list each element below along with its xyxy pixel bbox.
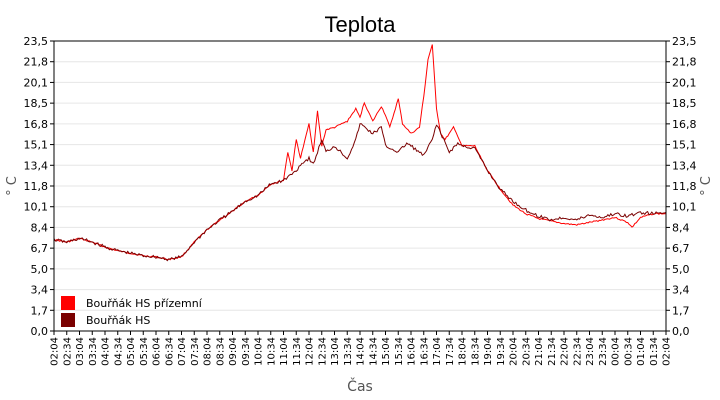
legend: Bouřňák HS přízemní Bouřňák HS — [61, 296, 203, 327]
x-tick-label: 20:04 — [509, 337, 520, 366]
y-axis-right: 0,0 1,7 3,4 5,0 6,7 8,4 10,1 11,8 13,4 15,1 16,8 18… — [666, 35, 697, 338]
x-tick-label: 00:04 — [611, 337, 622, 366]
x-tick-label: 02:04 — [662, 337, 673, 366]
x-tick-label: 22:34 — [572, 337, 583, 366]
x-tick-label: 23:04 — [585, 337, 596, 366]
x-tick-label: 12:34 — [317, 337, 328, 366]
y-tick-label-right: 20,1 — [672, 76, 697, 89]
x-axis: 02:04 02:34 03:04 03:34 04:04 04:34 05:04 05:34… — [50, 331, 673, 366]
y-tick-label-left: 20,1 — [24, 76, 49, 89]
y-tick-label-right: 3,4 — [672, 284, 690, 297]
x-tick-label: 03:34 — [88, 337, 99, 366]
y-tick-label-right: 15,1 — [672, 139, 697, 152]
y-tick-label-left: 5,0 — [31, 263, 49, 276]
x-tick-label: 12:04 — [305, 337, 316, 366]
y-tick-label-left: 18,5 — [24, 97, 49, 110]
x-tick-label: 19:34 — [496, 337, 507, 366]
x-tick-label: 02:34 — [62, 337, 73, 366]
x-tick-label: 22:04 — [560, 337, 571, 366]
y-tick-label-left: 13,4 — [24, 159, 49, 172]
x-tick-label: 23:34 — [598, 337, 609, 366]
x-tick-label: 15:04 — [381, 337, 392, 366]
x-tick-label: 17:04 — [432, 337, 443, 366]
x-tick-label: 18:34 — [470, 337, 481, 366]
x-tick-label: 14:04 — [356, 337, 367, 366]
y-tick-label-right: 10,1 — [672, 201, 697, 214]
x-tick-label: 09:04 — [228, 337, 239, 366]
x-tick-label: 16:04 — [407, 337, 418, 366]
x-tick-label: 16:34 — [419, 337, 430, 366]
chart-title: Teplota — [325, 12, 397, 37]
x-tick-label: 10:04 — [254, 337, 265, 366]
y-tick-label-left: 21,8 — [24, 56, 49, 69]
y-tick-label-left: 10,1 — [24, 201, 49, 214]
x-tick-label: 07:04 — [177, 337, 188, 366]
x-tick-label: 10:34 — [266, 337, 277, 366]
legend-swatch — [61, 313, 75, 327]
x-tick-label: 13:04 — [330, 337, 341, 366]
y-tick-label-left: 0,0 — [31, 325, 49, 338]
grid-lines — [54, 61, 666, 311]
y-tick-label-right: 1,7 — [672, 304, 690, 317]
y-tick-label-left: 6,7 — [31, 242, 49, 255]
x-tick-label: 05:04 — [126, 337, 137, 366]
legend-entry-label: Bouřňák HS — [86, 314, 150, 327]
x-axis-label: Čas — [347, 377, 373, 395]
x-tick-label: 06:34 — [164, 337, 175, 366]
x-tick-label: 08:34 — [215, 337, 226, 366]
y-tick-label-right: 5,0 — [672, 263, 690, 276]
legend-entry-label: Bouřňák HS přízemní — [86, 297, 203, 310]
series-line-prizemni — [53, 44, 667, 261]
x-tick-label: 17:34 — [445, 337, 456, 366]
x-tick-label: 00:34 — [623, 337, 634, 366]
x-tick-label: 02:04 — [50, 337, 61, 366]
y-tick-label-right: 23,5 — [672, 35, 697, 48]
x-tick-label: 11:04 — [279, 337, 290, 366]
y-tick-label-right: 18,5 — [672, 97, 697, 110]
x-tick-label: 15:34 — [394, 337, 405, 366]
y-tick-label-left: 15,1 — [24, 139, 49, 152]
y-tick-label-right: 13,4 — [672, 159, 697, 172]
x-tick-label: 13:34 — [343, 337, 354, 366]
x-tick-label: 07:34 — [190, 337, 201, 366]
y-tick-label-left: 23,5 — [24, 35, 49, 48]
y-tick-label-left: 11,8 — [24, 180, 49, 193]
y-tick-label-right: 0,0 — [672, 325, 690, 338]
y-tick-label-left: 3,4 — [31, 284, 49, 297]
y-tick-label-left: 8,4 — [31, 221, 49, 234]
y-axis-label-left: ° C — [5, 176, 20, 196]
y-tick-label-right: 8,4 — [672, 221, 690, 234]
y-tick-label-right: 21,8 — [672, 56, 697, 69]
x-tick-label: 14:34 — [368, 337, 379, 366]
x-tick-label: 08:04 — [203, 337, 214, 366]
x-tick-label: 09:34 — [241, 337, 252, 366]
x-tick-label: 21:34 — [547, 337, 558, 366]
x-tick-label: 05:34 — [139, 337, 150, 366]
x-tick-label: 01:34 — [649, 337, 660, 366]
x-tick-label: 19:04 — [483, 337, 494, 366]
x-tick-label: 11:34 — [292, 337, 303, 366]
series-lines — [53, 44, 667, 262]
x-tick-label: 01:04 — [636, 337, 647, 366]
x-tick-label: 18:04 — [458, 337, 469, 366]
y-tick-label-right: 11,8 — [672, 180, 697, 193]
x-tick-label: 21:04 — [534, 337, 545, 366]
legend-swatch — [61, 296, 75, 310]
y-axis-left: 0,0 1,7 3,4 5,0 6,7 8,4 10,1 11,8 13,4 15,1 16,8 18… — [24, 35, 54, 338]
x-tick-label: 06:04 — [152, 337, 163, 366]
x-tick-label: 03:04 — [75, 337, 86, 366]
y-tick-label-left: 16,8 — [24, 118, 49, 131]
y-axis-label-right: ° C — [699, 176, 714, 196]
y-tick-label-right: 16,8 — [672, 118, 697, 131]
series-line-hs — [53, 123, 667, 262]
y-tick-label-right: 6,7 — [672, 242, 690, 255]
x-tick-label: 04:04 — [101, 337, 112, 366]
x-tick-label: 20:34 — [521, 337, 532, 366]
y-tick-label-left: 1,7 — [31, 304, 49, 317]
x-tick-label: 04:34 — [113, 337, 124, 366]
